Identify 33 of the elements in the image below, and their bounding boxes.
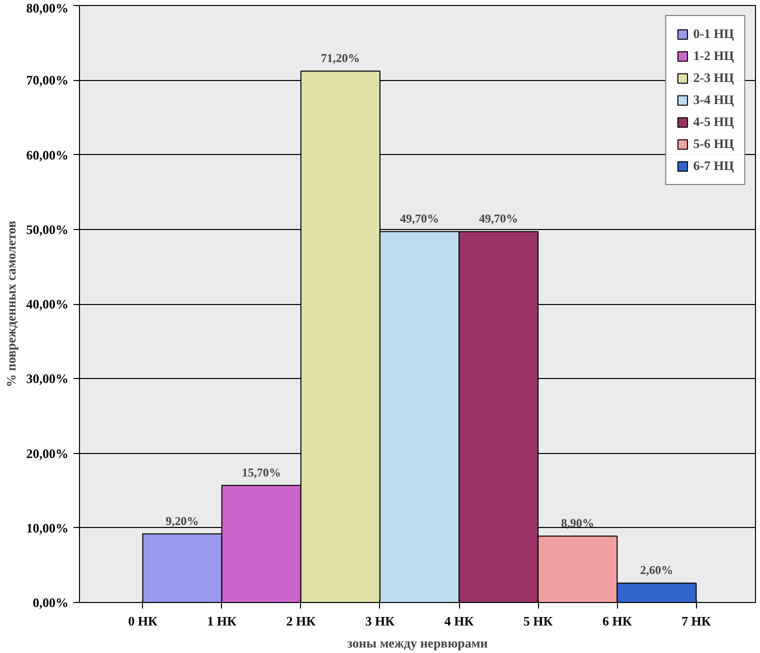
y-axis-title: % поврежденных самолетов xyxy=(3,220,18,388)
data-label: 49,70% xyxy=(400,212,439,226)
y-tick-label: 30,00% xyxy=(26,371,68,386)
legend-label: 1-2 НЦ xyxy=(693,48,734,64)
y-tick-label: 50,00% xyxy=(26,222,68,237)
data-label: 71,20% xyxy=(320,51,360,66)
legend-label: 0-1 НЦ xyxy=(693,26,734,42)
data-label: 2,60% xyxy=(640,563,674,578)
x-tick-label: 3 НК xyxy=(365,614,396,628)
x-tick-label: 2 НК xyxy=(286,614,316,628)
x-tick-label: 4 НК xyxy=(444,614,474,628)
legend-label: 6-7 НЦ xyxy=(693,158,734,174)
x-tick-label: 7 НК xyxy=(682,614,712,628)
x-tick-label: 5 НК xyxy=(523,614,554,628)
y-tick-label: 70,00% xyxy=(26,72,68,88)
x-tick-label: 1 НК xyxy=(207,614,238,628)
y-tick-label: 0,00% xyxy=(32,595,68,610)
legend-label: 3-4 НЦ xyxy=(693,92,734,108)
data-label: 15,70% xyxy=(242,465,281,480)
data-label: 9,20% xyxy=(166,514,199,528)
legend-label: 4-5 НЦ xyxy=(693,114,734,130)
legend-label: 5-6 НЦ xyxy=(693,136,734,152)
legend-label: 2-3 НЦ xyxy=(693,70,734,86)
y-tick-label: 60,00% xyxy=(26,147,68,162)
x-axis-title: зоны между нервюрами xyxy=(347,636,488,650)
y-tick-label: 40,00% xyxy=(26,296,68,312)
y-tick-label: 10,00% xyxy=(26,520,68,536)
y-tick-label: 20,00% xyxy=(26,446,68,461)
y-tick-label: 80,00% xyxy=(26,0,68,16)
data-label: 49,70% xyxy=(479,212,518,226)
x-tick-label: 0 НК xyxy=(128,614,158,628)
data-label: 8,90% xyxy=(561,516,594,530)
x-tick-label: 6 НК xyxy=(602,614,632,628)
